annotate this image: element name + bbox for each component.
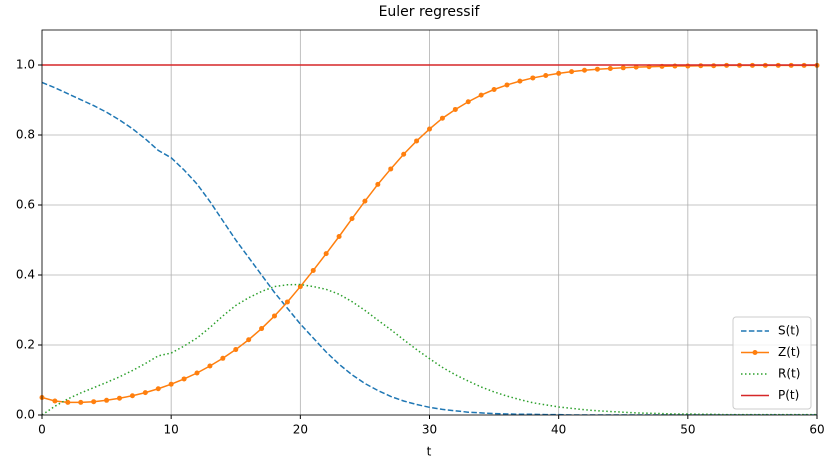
point <box>452 106 458 112</box>
point <box>427 126 432 132</box>
point <box>91 399 97 405</box>
plot-frame <box>41 29 818 416</box>
point <box>129 393 135 399</box>
y-tick-label: 0.4 <box>16 268 35 282</box>
point <box>194 370 200 376</box>
legend-label: R(t) <box>778 367 800 381</box>
legend-marker <box>752 350 758 355</box>
point <box>181 376 187 382</box>
point <box>543 73 549 78</box>
point <box>504 82 510 88</box>
point <box>633 64 639 70</box>
point <box>556 70 562 76</box>
chart-title: Euler regressif <box>379 4 481 20</box>
y-tick-label: 0.8 <box>16 128 35 142</box>
point <box>65 399 71 405</box>
point <box>465 99 471 105</box>
point <box>246 337 252 343</box>
point <box>401 151 407 157</box>
y-tick-label: 1.0 <box>16 58 35 72</box>
legend-box <box>732 316 812 410</box>
point <box>414 138 420 144</box>
point <box>78 399 84 405</box>
point <box>491 87 497 92</box>
point <box>297 284 303 290</box>
point <box>388 166 394 172</box>
point <box>375 181 381 187</box>
x-tick-label: 60 <box>809 423 824 437</box>
point <box>478 92 484 98</box>
point <box>117 395 122 401</box>
point <box>142 390 148 396</box>
point <box>594 66 600 72</box>
x-tick-label: 40 <box>551 423 566 437</box>
point <box>530 75 536 81</box>
point <box>207 363 213 369</box>
y-tick-label: 0.2 <box>16 338 35 352</box>
point <box>349 216 355 222</box>
point <box>104 397 110 403</box>
series-line <box>42 81 817 415</box>
legend-label: P(t) <box>778 388 799 402</box>
point <box>439 115 445 121</box>
point <box>233 347 239 353</box>
point <box>220 355 226 361</box>
series-line <box>42 283 817 415</box>
point <box>582 67 587 73</box>
point <box>259 326 265 332</box>
point <box>336 234 342 239</box>
x-tick-label: 50 <box>680 423 695 437</box>
point <box>607 66 613 71</box>
point <box>284 299 290 305</box>
point <box>620 65 626 71</box>
point <box>310 267 316 273</box>
point <box>52 398 58 404</box>
point <box>155 386 161 392</box>
point <box>362 198 368 204</box>
legend-label: S(t) <box>778 324 800 338</box>
x-axis-label: t <box>427 445 432 459</box>
y-tick-label: 0.6 <box>16 198 35 212</box>
point <box>272 313 277 319</box>
y-tick-label: 0.0 <box>16 408 35 422</box>
legend-label: Z(t) <box>778 345 800 359</box>
x-tick-label: 0 <box>38 423 46 437</box>
x-tick-label: 20 <box>293 423 308 437</box>
point <box>517 78 523 84</box>
point <box>168 381 174 387</box>
point <box>323 251 329 257</box>
x-tick-label: 30 <box>422 423 437 437</box>
x-tick-label: 10 <box>164 423 179 437</box>
point <box>569 69 575 75</box>
